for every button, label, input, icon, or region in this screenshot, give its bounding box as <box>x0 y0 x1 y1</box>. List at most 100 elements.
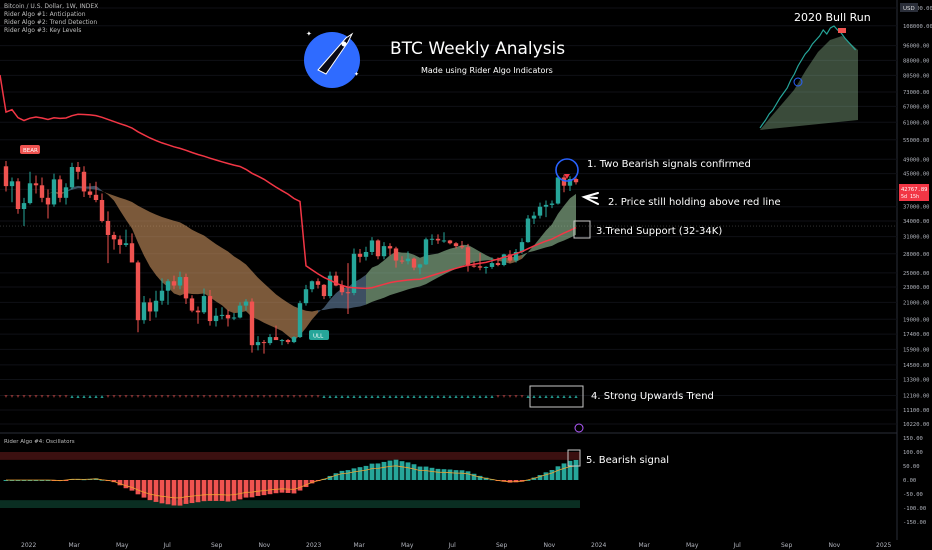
oscillator-bar <box>9 480 15 481</box>
oscillator-bar <box>207 480 213 501</box>
price-tick-label: 11100.00 <box>903 408 930 414</box>
candle-body <box>261 342 267 344</box>
time-axis[interactable]: 2022 Mar May Jul Sep Nov 2023 Mar May Jul Sep Nov 20… <box>21 542 891 549</box>
candle-body <box>489 263 495 267</box>
bear-marker <box>316 395 320 398</box>
inset-bear-label <box>838 28 846 33</box>
candle-body <box>375 240 381 257</box>
bear-marker <box>52 395 56 398</box>
oscillator-bar <box>183 480 189 504</box>
time-tick-label: Mar <box>639 542 651 549</box>
oscillator-bar <box>363 465 369 480</box>
bull-marker <box>370 395 374 398</box>
candle-body <box>477 266 483 268</box>
arrow-left-icon <box>581 192 599 205</box>
bull-marker <box>436 395 440 398</box>
bear-marker <box>124 395 128 398</box>
candle-body <box>135 262 141 321</box>
oscillator-bar <box>165 480 171 505</box>
bull-marker <box>424 395 428 398</box>
candle-body <box>387 246 393 249</box>
bear-marker <box>310 395 314 398</box>
oscillator-axis[interactable]: 150.00 100.00 50.00 0.00 -50.00 -100.00 -150.0… <box>903 436 926 526</box>
bull-marker <box>82 395 86 398</box>
oscillator-bar <box>213 480 219 501</box>
candle-body <box>411 258 417 268</box>
oscillator-bar <box>201 480 207 502</box>
candle-body <box>519 242 525 252</box>
cloud-segment <box>168 218 174 294</box>
cloud-segment <box>90 185 96 190</box>
cloud-segment <box>480 251 486 262</box>
symbol-title: Bitcoin / U.S. Dollar, 1W, INDEX <box>4 3 99 10</box>
price-tick-label: 80500.00 <box>903 73 930 79</box>
bear-marker <box>508 395 512 398</box>
cloud-segment <box>540 230 546 250</box>
cloud-segment <box>228 251 234 314</box>
bear-marker <box>142 395 146 398</box>
candle-body <box>429 238 435 240</box>
bull-marker <box>478 395 482 398</box>
cloud-segment <box>288 302 294 341</box>
price-tick-label: 88000.00 <box>903 58 930 64</box>
cloud-segment <box>564 198 570 241</box>
bull-marker <box>490 395 494 398</box>
cloud-segment <box>474 248 480 263</box>
candle-body <box>543 204 549 207</box>
indicator-3: Rider Algo #3: Key Levels <box>4 27 82 34</box>
flash-icon[interactable] <box>574 423 584 433</box>
oscillator-bar <box>177 480 183 506</box>
cloud-segment <box>156 214 162 283</box>
candle-body <box>273 337 279 341</box>
bull-marker <box>472 395 476 398</box>
bull-marker <box>556 395 560 398</box>
time-tick-label: Sep <box>781 542 793 549</box>
price-axis[interactable]: 120000.00108000.0096000.0088000.0080500.… <box>903 6 932 428</box>
candle-body <box>339 285 345 293</box>
bear-marker <box>208 395 212 398</box>
bear-marker <box>130 395 134 398</box>
bear-marker <box>166 395 170 398</box>
bull-marker <box>100 395 104 398</box>
currency-label: USD <box>903 6 915 12</box>
bear-marker <box>280 395 284 398</box>
inset-title: 2020 Bull Run <box>794 11 871 24</box>
oscillator-bar <box>411 464 417 480</box>
oscillator-bar <box>279 480 285 493</box>
candle-body <box>105 220 111 235</box>
cloud-segment <box>372 265 378 302</box>
cloud-segment <box>240 260 246 313</box>
candle-body <box>447 240 453 244</box>
candle-body <box>513 251 519 261</box>
candle-body <box>417 264 423 268</box>
bear-label-text: BEAR <box>23 148 38 154</box>
oversold-zone <box>0 500 580 508</box>
bull-marker <box>388 395 392 398</box>
oscillator-bar <box>171 480 177 506</box>
candle-body <box>111 234 117 240</box>
candle-body <box>453 243 459 247</box>
oscillator-signal-line <box>6 465 577 499</box>
oscillator-bar <box>357 467 363 480</box>
cloud-segment <box>390 251 396 296</box>
last-price-tag <box>899 184 929 201</box>
candle-body <box>171 281 177 286</box>
oscillator-bar <box>195 480 201 503</box>
inset-cloud <box>760 36 858 130</box>
svg-text:✦: ✦ <box>306 30 312 38</box>
price-tick-label: 108000.00 <box>903 24 932 30</box>
bull-marker <box>568 395 572 398</box>
oscillator-bar <box>117 480 123 486</box>
candle-body <box>285 340 291 343</box>
oscillator-bar <box>543 472 549 480</box>
cloud-segment <box>552 213 558 246</box>
currency-button[interactable] <box>900 3 918 12</box>
candle-body <box>555 177 561 204</box>
bear-marker <box>40 395 44 398</box>
chart-title: BTC Weekly Analysis <box>390 39 565 59</box>
candle-body <box>177 277 183 286</box>
time-tick-label: Jul <box>733 542 742 549</box>
oscillator-bar <box>159 480 165 504</box>
candle-body <box>495 263 501 266</box>
